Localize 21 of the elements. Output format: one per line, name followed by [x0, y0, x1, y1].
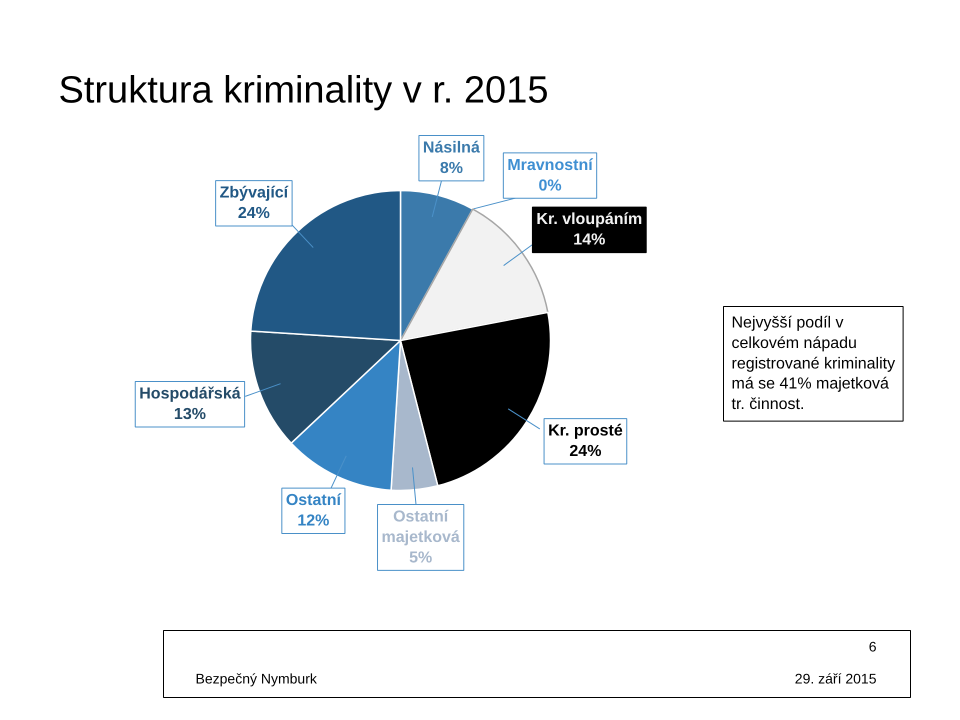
chart-title: Struktura kriminality v r. 2015 [58, 70, 548, 112]
text: Bezpečný Nymburk [196, 670, 318, 686]
text: Nejvyšší podíl v celkovém nápadu registrované kriminality má se 41% majetková tr. činnost. [732, 314, 896, 414]
data-label: 5% [409, 549, 432, 566]
data-label: 12% [297, 512, 330, 530]
category-label: Mravnostní [507, 156, 593, 174]
slice-label: Ostatní [286, 492, 342, 510]
slice-label: Kr. vloupáním [536, 211, 642, 228]
data-label: 13% [174, 406, 206, 423]
text: 6 [868, 638, 877, 654]
data-label: 24% [238, 205, 270, 222]
slice-label: Hospodářská [139, 386, 241, 403]
slice-label: Násilná [422, 140, 480, 157]
text: 29. září 2015 [794, 670, 877, 686]
slice-label: Ostatní majetková [382, 508, 460, 546]
slice-label: Zbývající [220, 184, 289, 202]
text: 0% [538, 177, 562, 194]
data-label: 24% [569, 443, 602, 460]
data-label: 14% [573, 232, 606, 249]
slice-label: Kr. prosté [548, 422, 623, 440]
data-label: 8% [440, 160, 463, 177]
